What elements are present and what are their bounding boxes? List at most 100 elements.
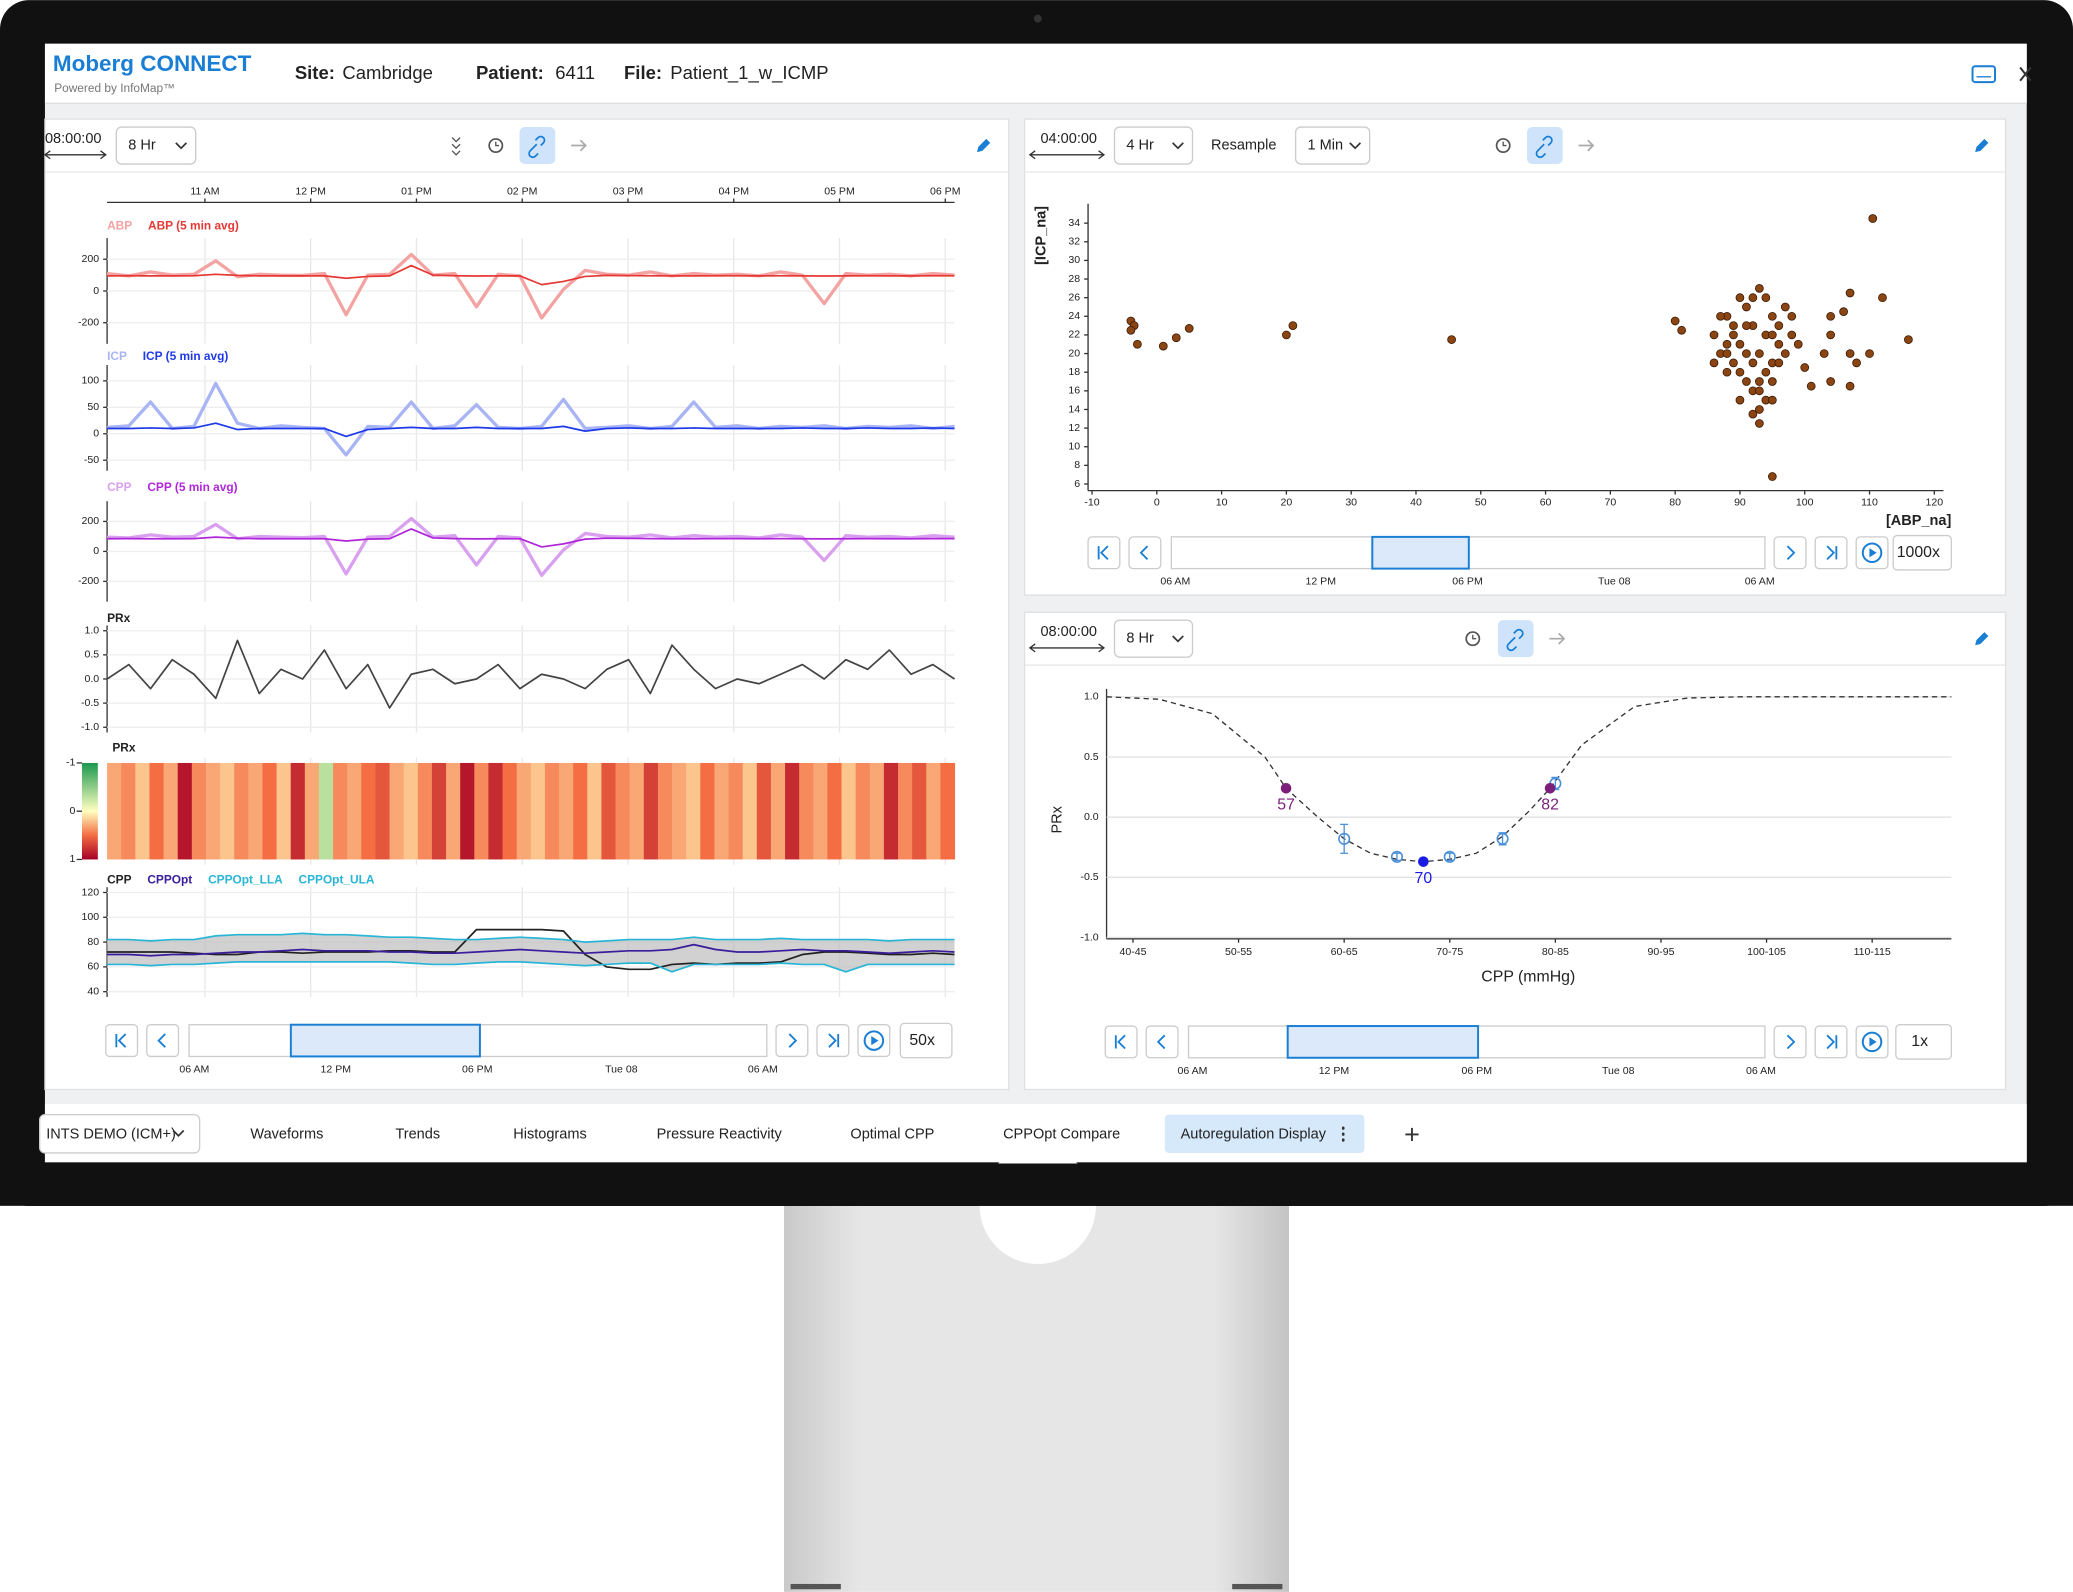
trace — [107, 264, 955, 286]
scatter-point — [1806, 381, 1816, 391]
speed[interactable]: 1x — [1911, 1033, 1928, 1050]
window-select[interactable]: 4 Hr — [1126, 137, 1154, 153]
window-select[interactable]: 8 Hr — [1126, 631, 1154, 647]
tab[interactable]: Waveforms — [250, 1126, 323, 1142]
window-select[interactable]: 8 Hr — [128, 137, 156, 153]
scatter-point — [1729, 321, 1738, 330]
x-tick-label: 50-55 — [1225, 946, 1252, 958]
heat-cell — [361, 762, 376, 860]
dropdown[interactable] — [1113, 619, 1194, 658]
keyboard-icon[interactable] — [1971, 65, 1996, 84]
scatter-point — [1865, 349, 1874, 358]
nav-button[interactable] — [146, 1024, 180, 1058]
y-tick-label: 0 — [93, 285, 99, 297]
speed[interactable]: 50x — [909, 1032, 935, 1049]
heat-cell — [883, 762, 899, 860]
heat-cell — [234, 762, 249, 860]
speed-select[interactable] — [1895, 1024, 1953, 1060]
profile-select[interactable] — [39, 1113, 201, 1154]
nav-button[interactable] — [1814, 536, 1848, 570]
heat-cell — [742, 762, 758, 860]
play-tri — [871, 1035, 879, 1046]
scatter-point — [1126, 325, 1136, 335]
site-label: Site: — [295, 62, 335, 83]
link-button[interactable] — [519, 127, 556, 165]
edit-icon[interactable] — [977, 138, 991, 153]
scatter-point — [1839, 307, 1848, 317]
trace — [107, 928, 955, 971]
y-tick-label: 16 — [1068, 385, 1080, 397]
heat-cell — [262, 762, 278, 860]
nav-button[interactable] — [1773, 536, 1807, 570]
profile[interactable]: INTS DEMO (ICM+) — [46, 1126, 176, 1142]
y-tick-label: 200 — [82, 515, 100, 527]
active-tab[interactable] — [1164, 1114, 1365, 1153]
nav-window[interactable] — [1286, 1025, 1480, 1059]
tab[interactable]: Optimal CPP — [850, 1126, 934, 1142]
header — [44, 43, 2027, 104]
file-label: File: — [624, 62, 662, 83]
time-tick-label: 11 AM — [190, 186, 219, 198]
scatter-panel — [1023, 118, 2007, 596]
clock-hand — [1502, 141, 1507, 147]
y-tick-label: 24 — [1068, 310, 1080, 322]
add-tab[interactable] — [1405, 1127, 1419, 1142]
forward-icon[interactable] — [1578, 139, 1595, 152]
scatter-point — [1748, 358, 1758, 368]
history-icon[interactable] — [488, 138, 504, 154]
resample-select[interactable]: 1 Min — [1308, 137, 1344, 153]
scatter-point — [1755, 283, 1764, 293]
scatter-point — [1742, 302, 1751, 312]
heat-cell — [135, 762, 150, 860]
speed-select[interactable] — [1892, 534, 1953, 571]
collapse-icon[interactable] — [451, 137, 461, 156]
speed-select[interactable] — [899, 1022, 953, 1059]
forward-icon[interactable] — [1549, 632, 1566, 645]
scatter-point — [1735, 293, 1745, 303]
heat-cell — [276, 762, 292, 860]
history-icon[interactable] — [1495, 138, 1511, 154]
y-tick-label: -0.5 — [81, 697, 99, 709]
y-tick-label: 28 — [1068, 273, 1080, 285]
scatter-point — [1845, 349, 1855, 358]
nav-button[interactable] — [816, 1024, 850, 1058]
tab[interactable]: Autoregulation Display — [1181, 1126, 1327, 1142]
scatter-point — [1158, 341, 1168, 351]
track-title: PRx — [112, 741, 135, 755]
legend-entry: CPP — [107, 873, 131, 887]
nav-button[interactable] — [1104, 1025, 1138, 1059]
tab[interactable]: Trends — [395, 1126, 440, 1142]
scatter-point — [1780, 349, 1790, 358]
y-tick-label: 10 — [1068, 441, 1080, 453]
nav-button[interactable] — [1087, 536, 1121, 570]
tab[interactable]: CPPOpt Compare — [1003, 1126, 1120, 1142]
nav-window[interactable] — [1371, 535, 1470, 570]
forward-icon[interactable] — [571, 139, 587, 152]
y-tick-label: 8 — [1074, 459, 1080, 471]
tab[interactable]: Pressure Reactivity — [657, 1126, 783, 1142]
nav-button[interactable] — [105, 1024, 139, 1058]
nav-button[interactable] — [1145, 1025, 1179, 1059]
heat-cell — [615, 762, 631, 860]
close-icon[interactable] — [2019, 66, 2032, 82]
nav-button[interactable] — [1773, 1025, 1807, 1059]
link-button[interactable] — [1526, 127, 1563, 165]
nav-button[interactable] — [1128, 536, 1162, 570]
nav-window[interactable] — [289, 1023, 481, 1058]
edit-icon[interactable] — [1975, 138, 1989, 153]
history-icon[interactable] — [1465, 631, 1481, 647]
legend-entry: ABP — [107, 218, 132, 232]
heat-cell — [629, 762, 645, 860]
speed[interactable]: 1000x — [1897, 544, 1940, 561]
dropdown[interactable] — [1294, 126, 1371, 165]
edit-icon[interactable] — [1975, 632, 1989, 646]
dropdown[interactable] — [1113, 126, 1194, 165]
y-axis-label: [ICP_na] — [1034, 206, 1050, 265]
tab[interactable]: Histograms — [513, 1126, 586, 1142]
link-button[interactable] — [1497, 620, 1534, 658]
y-tick-label: 22 — [1068, 329, 1080, 341]
nav-button[interactable] — [1814, 1025, 1848, 1059]
scatter-point — [1742, 377, 1751, 386]
nav-button[interactable] — [775, 1024, 809, 1058]
dropdown[interactable] — [115, 126, 197, 165]
